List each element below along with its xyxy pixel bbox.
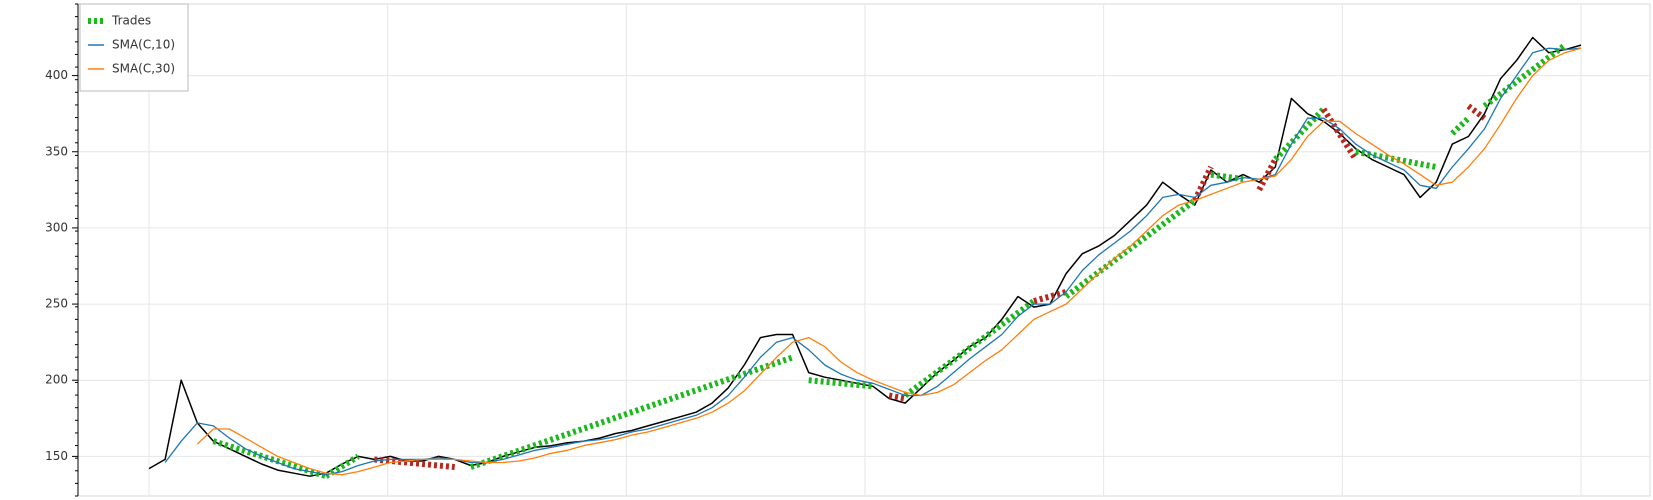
trade — [1450, 116, 1471, 136]
trade — [324, 453, 360, 479]
y-tick-label: 400 — [45, 68, 68, 82]
plot-frame — [77, 3, 1651, 497]
trade — [808, 377, 874, 390]
legend-label: SMA(C,30) — [112, 62, 175, 76]
y-tick-label: 150 — [45, 449, 68, 463]
legend-box — [79, 3, 189, 92]
y-tick-label: 350 — [45, 144, 68, 158]
legend-label: SMA(C,10) — [112, 38, 175, 52]
y-tick-label: 200 — [45, 373, 68, 387]
plot — [148, 36, 1582, 480]
legend-label: Trades — [111, 14, 151, 28]
series-line — [196, 47, 1582, 476]
series-line — [164, 47, 1582, 476]
y-tick-label: 250 — [45, 297, 68, 311]
trade — [212, 438, 327, 480]
trade — [1033, 289, 1067, 304]
trade — [1321, 107, 1359, 161]
trade — [469, 354, 794, 470]
grid: 150 200 250 300 350 400 — [45, 3, 1650, 497]
trade — [903, 298, 1036, 398]
trade — [888, 392, 906, 402]
legend: Trades SMA(C,10) SMA(C,30) — [79, 3, 189, 92]
trade — [373, 456, 455, 471]
y-tick-label: 300 — [45, 220, 68, 234]
trade — [1482, 42, 1567, 109]
trade — [1064, 198, 1197, 299]
trade — [1355, 148, 1437, 170]
